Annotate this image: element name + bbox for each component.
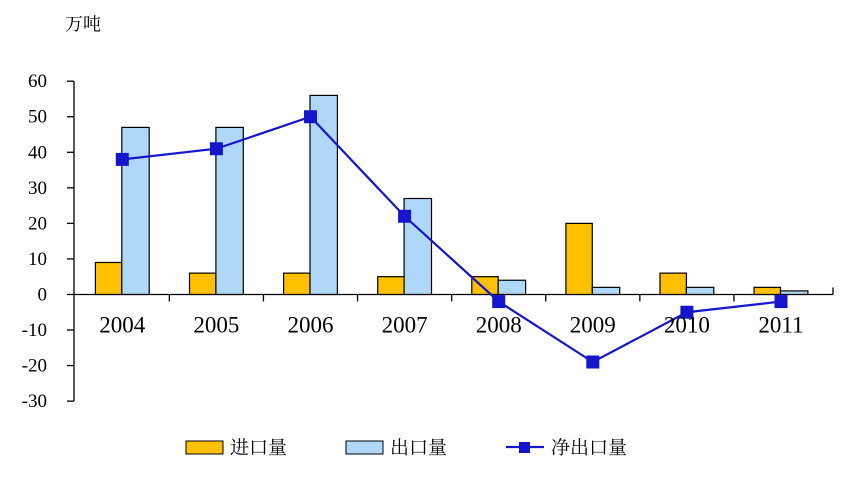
svg-text:-20: -20 xyxy=(22,356,47,377)
svg-text:2004: 2004 xyxy=(99,312,146,337)
svg-text:10: 10 xyxy=(28,249,47,270)
svg-text:-30: -30 xyxy=(22,391,47,412)
svg-text:2009: 2009 xyxy=(570,312,616,337)
svg-text:2007: 2007 xyxy=(382,312,428,337)
svg-text:2008: 2008 xyxy=(476,312,522,337)
svg-text:2005: 2005 xyxy=(193,312,239,337)
svg-text:2011: 2011 xyxy=(758,312,803,337)
svg-text:50: 50 xyxy=(28,107,47,128)
svg-text:2010: 2010 xyxy=(664,312,710,337)
svg-text:-10: -10 xyxy=(22,320,47,341)
svg-text:40: 40 xyxy=(28,142,47,163)
svg-text:0: 0 xyxy=(38,284,48,305)
svg-text:60: 60 xyxy=(28,71,47,92)
svg-text:30: 30 xyxy=(28,178,47,199)
svg-text:20: 20 xyxy=(28,213,47,234)
svg-text:2006: 2006 xyxy=(288,312,334,337)
